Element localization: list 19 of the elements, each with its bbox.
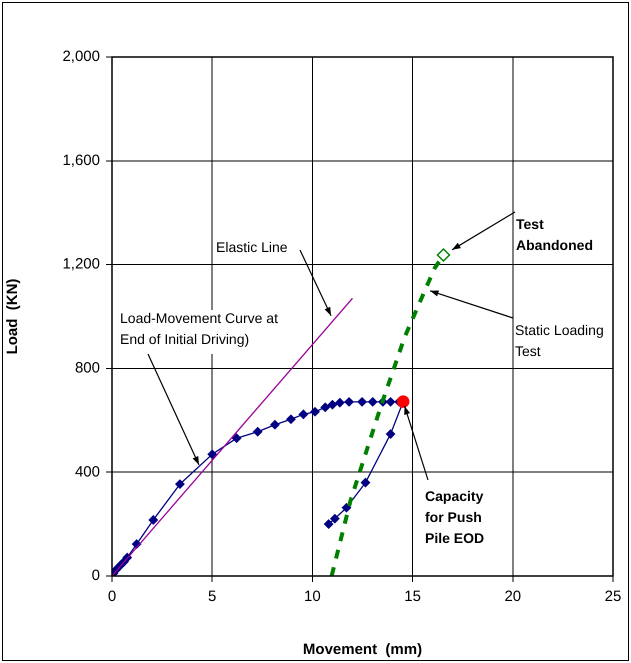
y-axis-title: Load (KN) bbox=[4, 278, 22, 354]
y-tick-label: 0 bbox=[92, 567, 100, 584]
x-tick-label: 5 bbox=[208, 588, 216, 606]
annotation: Static Loading Test bbox=[515, 322, 604, 359]
x-tick-label: 10 bbox=[304, 588, 321, 606]
y-tick-label: 400 bbox=[74, 463, 100, 480]
y-tick-label: 1,200 bbox=[62, 256, 100, 273]
annotation: Elastic Line bbox=[216, 238, 288, 255]
annotation: Capacity for Push Pile EOD bbox=[425, 488, 484, 546]
annotation: Load-Movement Curve at End of Initial Driving) bbox=[120, 310, 278, 347]
annotation: Test Abandoned bbox=[516, 216, 593, 253]
y-tick-label: 2,000 bbox=[62, 48, 100, 66]
y-tick-label: 1,600 bbox=[62, 152, 100, 169]
x-tick-label: 15 bbox=[404, 588, 421, 606]
x-tick-label: 20 bbox=[504, 588, 522, 606]
x-axis-title: Movement (mm) bbox=[302, 641, 422, 658]
x-tick-label: 0 bbox=[108, 588, 116, 606]
y-tick-label: 800 bbox=[74, 360, 100, 377]
x-tick-label: 25 bbox=[604, 588, 622, 606]
